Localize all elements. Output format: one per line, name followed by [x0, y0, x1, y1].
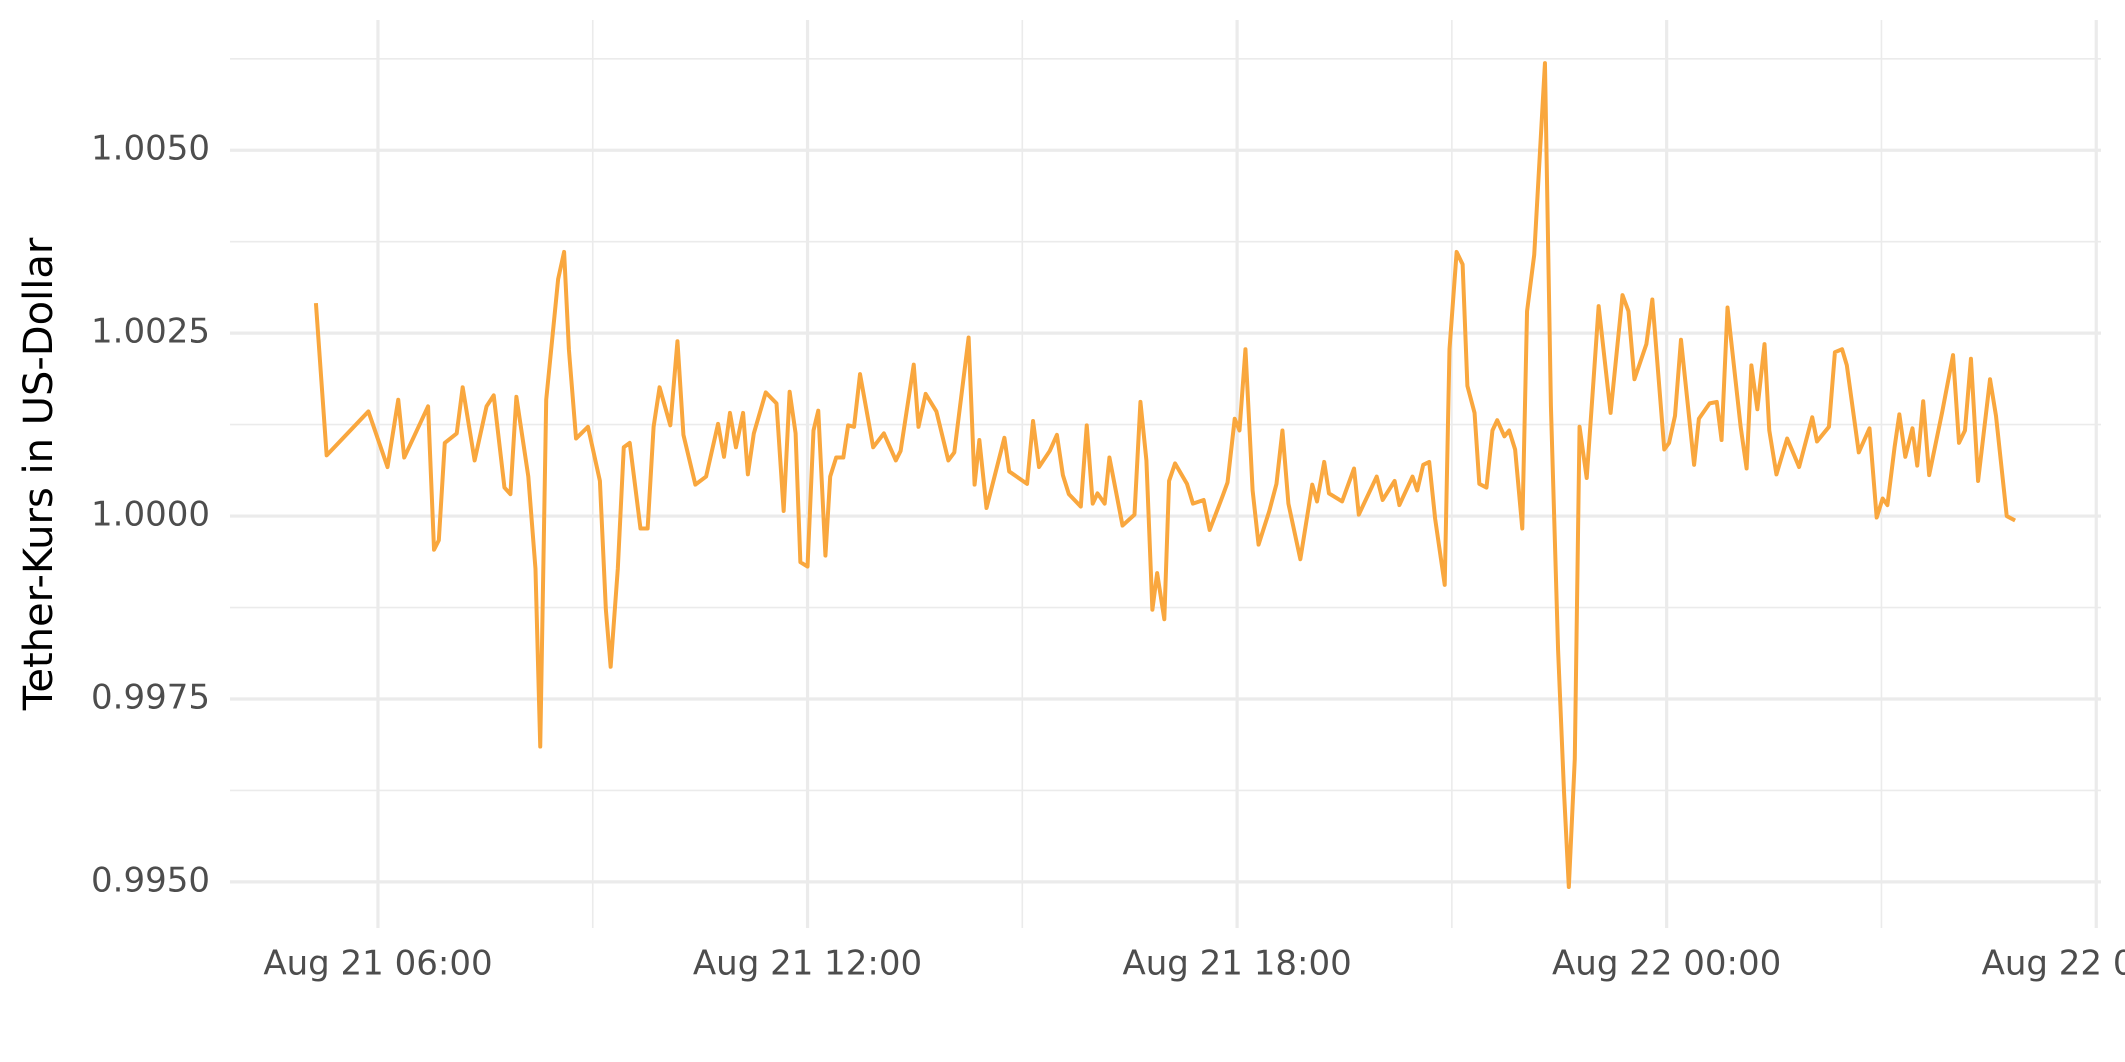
price-line: [313, 61, 2017, 890]
y-tick-label: 0.9975: [91, 677, 210, 717]
x-tick-label: Aug 21 12:00: [693, 944, 922, 984]
y-tick-label: 0.9950: [91, 860, 210, 900]
x-tick-label: Aug 22 00:00: [1552, 944, 1781, 984]
y-tick-label: 1.0025: [91, 312, 210, 352]
x-tick-label: Aug 21 06:00: [263, 944, 492, 984]
x-tick-label: Aug 21 18:00: [1122, 944, 1351, 984]
y-axis-title: Tether-Kurs in US-Dollar: [16, 237, 62, 711]
x-tick-label: Aug 22 06:00: [1982, 944, 2125, 984]
y-tick-label: 1.0000: [91, 495, 210, 535]
y-tick-label: 1.0050: [91, 129, 210, 169]
